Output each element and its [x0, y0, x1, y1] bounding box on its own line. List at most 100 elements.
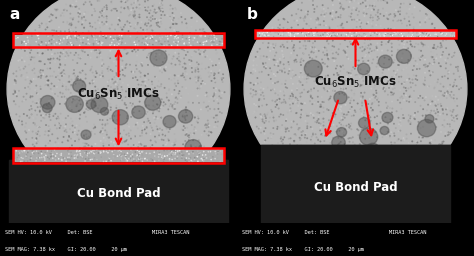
Point [333, 130, 340, 134]
Point [86, 166, 93, 170]
Point [157, 19, 164, 24]
Circle shape [378, 55, 392, 68]
Point [371, 1, 378, 5]
Point [389, 33, 397, 37]
Point [28, 151, 36, 155]
Point [187, 151, 194, 155]
Point [378, 36, 386, 40]
Point [337, 136, 345, 140]
Point [384, 27, 392, 31]
Point [312, 76, 320, 80]
Point [306, 30, 313, 34]
Point [311, 142, 319, 146]
Point [393, 109, 401, 113]
Point [382, 42, 390, 46]
Point [324, 31, 331, 35]
Point [167, 25, 175, 29]
Point [374, 0, 382, 2]
Point [392, 172, 399, 176]
Point [274, 80, 282, 84]
Point [173, 152, 181, 156]
Point [173, 155, 181, 159]
Point [427, 98, 435, 102]
Point [97, 52, 105, 56]
Point [415, 33, 423, 37]
Point [71, 53, 78, 57]
Point [347, 145, 355, 149]
Point [37, 74, 45, 78]
Point [366, 97, 374, 101]
Point [82, 153, 90, 157]
Point [90, 41, 97, 46]
Point [356, 34, 364, 38]
Point [57, 112, 64, 116]
Point [300, 51, 307, 56]
Point [356, 75, 364, 79]
Point [311, 39, 319, 43]
Point [288, 92, 296, 96]
Point [220, 77, 228, 81]
Point [327, 161, 334, 165]
Point [180, 163, 188, 167]
Point [303, 74, 311, 78]
Point [101, 87, 109, 91]
Point [176, 62, 183, 67]
Point [59, 118, 67, 122]
Point [415, 35, 423, 39]
Point [46, 112, 53, 116]
Point [382, 89, 389, 93]
Point [33, 137, 40, 141]
Point [66, 45, 73, 49]
Point [123, 51, 131, 56]
Point [69, 98, 77, 102]
Point [325, 55, 333, 59]
Point [405, 31, 412, 35]
Point [281, 46, 288, 50]
Point [368, 22, 375, 26]
Point [255, 76, 263, 80]
Point [361, 37, 369, 41]
Point [156, 52, 164, 57]
Point [73, 77, 81, 81]
Point [348, 88, 356, 92]
Point [126, 159, 134, 164]
Point [93, 147, 100, 152]
Point [388, 75, 396, 79]
Point [61, 102, 69, 106]
Point [124, 151, 131, 155]
Point [166, 125, 174, 130]
Point [155, 85, 163, 89]
Point [41, 134, 49, 138]
Point [125, 6, 132, 10]
Point [70, 0, 77, 3]
Point [337, 6, 344, 10]
Point [54, 156, 61, 160]
Point [322, 114, 329, 119]
Point [45, 153, 53, 157]
Circle shape [382, 112, 393, 123]
Point [447, 90, 455, 94]
Point [157, 37, 164, 41]
Point [349, 39, 356, 43]
Point [328, 113, 335, 118]
Point [308, 45, 316, 49]
Point [95, 15, 103, 19]
Point [395, 137, 402, 141]
Point [193, 119, 201, 123]
Point [314, 16, 321, 20]
Point [194, 94, 201, 98]
Point [114, 58, 121, 62]
Point [71, 128, 79, 132]
Point [162, 102, 169, 106]
Point [337, 64, 344, 68]
Point [395, 80, 402, 84]
Point [254, 50, 261, 54]
Point [122, 154, 129, 158]
Point [70, 71, 78, 76]
Point [75, 150, 83, 154]
Point [50, 70, 58, 74]
Point [75, 20, 82, 24]
Point [314, 100, 322, 104]
Point [428, 22, 436, 26]
Point [182, 66, 189, 70]
